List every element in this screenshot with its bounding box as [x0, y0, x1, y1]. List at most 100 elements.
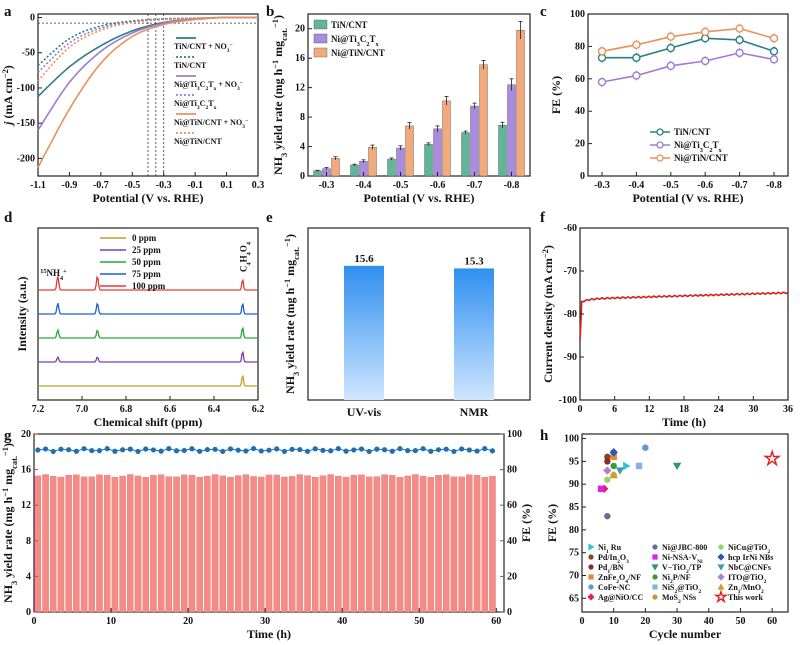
y2-tick-label-0: 0 [507, 607, 512, 618]
yield-bar-45 [381, 474, 388, 613]
y-axis-label-part: cat. [280, 28, 289, 41]
legend-label-0-part: TiN/CNT + NO [174, 42, 227, 51]
x-tick-label-0: 0 [32, 616, 37, 627]
yield-bar-57 [473, 475, 481, 613]
fe-marker-32 [281, 448, 288, 455]
y-axis-label: NH3 yield rate (mg h−1 mgcat.−1) [1, 443, 19, 603]
legend-label-2-part: 1 [607, 569, 610, 575]
yield-bar-14 [142, 476, 149, 613]
legend-marker-2 [656, 154, 664, 162]
legend-label-7-part: Ni-NSA-V [662, 553, 697, 562]
panel-letter-d: d [4, 210, 13, 226]
point-10 [635, 462, 643, 470]
legend-label-0-part: TiN/CNT [674, 127, 710, 137]
y-tick-label-4: 85 [569, 502, 579, 513]
x-tick-label-5: 50 [414, 616, 424, 627]
legend-label-4-part: Ni@TiN/CNT + NO [174, 118, 242, 127]
legend-marker-11 [652, 594, 658, 600]
legend-label-4-part: − [245, 118, 248, 124]
legend-label-4: Ni@TiN/CNT + NO3− [174, 118, 248, 130]
yield-bar-40 [342, 476, 350, 613]
y-axis-label-part: NH [1, 584, 15, 603]
panel-letter-c: c [540, 4, 547, 20]
marker-2-2 [666, 32, 675, 41]
panel-f-stability-chart: 0 6 12 18 24 30 36 -60 -70 -80 -90 -100 Time (h) Curr… [541, 223, 794, 429]
legend-label-0-part: TiN/CNT [331, 20, 367, 30]
fe-marker-18 [173, 448, 180, 454]
x-tick-label-2: -0.5 [663, 180, 679, 191]
legend-label-1-part: Pd/In [598, 553, 618, 562]
yield-bar-13 [134, 475, 142, 613]
y-axis-label: FE (%) [549, 76, 563, 114]
yield-bar-34 [296, 474, 304, 613]
x-tick-label-2: 20 [183, 616, 193, 627]
fe-marker-9 [104, 446, 110, 452]
yield-bar-42 [358, 474, 365, 613]
annotation-c4h4o4-part: 4 [245, 262, 252, 266]
point-17 [763, 448, 782, 467]
fe-marker-36 [312, 446, 318, 452]
fe-marker-6 [81, 446, 87, 452]
legend-label-2: Ni@TiN/CNT [674, 153, 728, 163]
legend-label-1: 25 ppm [132, 245, 161, 255]
legend-label-2-part: + NO [216, 80, 237, 89]
y-axis-label-part: NH [283, 375, 297, 394]
fe-marker-52 [435, 447, 442, 453]
panel-c-frame [587, 13, 789, 177]
panel-letter-h: h [540, 428, 549, 444]
x-tick-label-5: -0.8 [504, 180, 520, 191]
x-tick-label-1: 10 [106, 616, 116, 627]
annotation-c4h4o4-part: 4 [245, 251, 252, 255]
y-axis-label-part: −1 [1, 488, 10, 497]
legend-label-17-part: This work [728, 593, 763, 602]
yield-bar-52 [435, 475, 442, 613]
legend-label-11-part: 2 [678, 599, 681, 605]
yield-bar-5 [73, 474, 80, 613]
yield-bar-26 [234, 475, 242, 613]
y-tick-label-5: 20 [295, 24, 305, 35]
x-axis-label: Potential (V vs. RHE) [363, 191, 474, 205]
legend-marker-9 [652, 574, 658, 580]
panel-h-frame [581, 433, 789, 613]
y-tick-label-4: 16 [295, 53, 305, 64]
yield-bar-49 [412, 474, 419, 613]
panel-f-frame [579, 227, 789, 401]
marker-1-4 [735, 48, 744, 58]
legend-label-0-part: 3 [227, 48, 230, 54]
yield-bar-12 [127, 474, 134, 613]
x-tick-label-4: 40 [337, 616, 347, 627]
fe-marker-31 [274, 446, 280, 452]
y-axis-label: FE (%) [545, 504, 559, 542]
fe-marker-51 [428, 448, 434, 454]
x-tick-label-6: 60 [767, 616, 777, 627]
y-axis-label-part: ) [271, 15, 285, 19]
yield-bar-21 [196, 476, 203, 613]
marker-2-5 [769, 34, 779, 43]
x-axis-label: Potential (V vs. RHE) [632, 191, 743, 205]
y-tick-label-1: -70 [564, 266, 577, 277]
x-tick-label-4: 6.4 [208, 404, 221, 415]
y-axis-label-part: cat. [292, 247, 301, 260]
legend-label-15-part: 2 [764, 579, 767, 585]
panel-c-fe-line-chart: -0.3 -0.4 -0.5 -0.6 -0.7 -0.8 0 20 40 60 80 100 Pote… [549, 9, 789, 205]
yield-bar-32 [281, 476, 288, 613]
legend-label-16-part: Zn [728, 583, 738, 592]
legend-label-3-part: 2 [616, 579, 619, 585]
y-axis-label: Current density (mA cm−2) [541, 245, 556, 383]
y-tick-label-4: -100 [559, 395, 577, 406]
y2-tick-label-3: 60 [507, 500, 517, 511]
y2-tick-label-4: 80 [507, 465, 517, 476]
y-tick-label-0: 65 [569, 593, 579, 604]
bar-2-4 [479, 64, 488, 177]
yield-bar-2 [50, 476, 57, 613]
y-tick-label-1: -50 [22, 48, 35, 59]
x-tick-label-4: 24 [714, 404, 724, 415]
y-tick-label-5: 20 [21, 429, 31, 440]
y-tick-label-2: 40 [575, 106, 585, 117]
spectrum-3 [38, 302, 258, 315]
legend-label-1-part: x [719, 147, 723, 154]
legend-label-15: ITO@TiO2 [728, 573, 767, 585]
legend-label-16-part: /MnO [740, 583, 761, 592]
panel-b-frame [307, 13, 531, 177]
legend-label-5: Ni@TiN/CNT [174, 137, 222, 146]
